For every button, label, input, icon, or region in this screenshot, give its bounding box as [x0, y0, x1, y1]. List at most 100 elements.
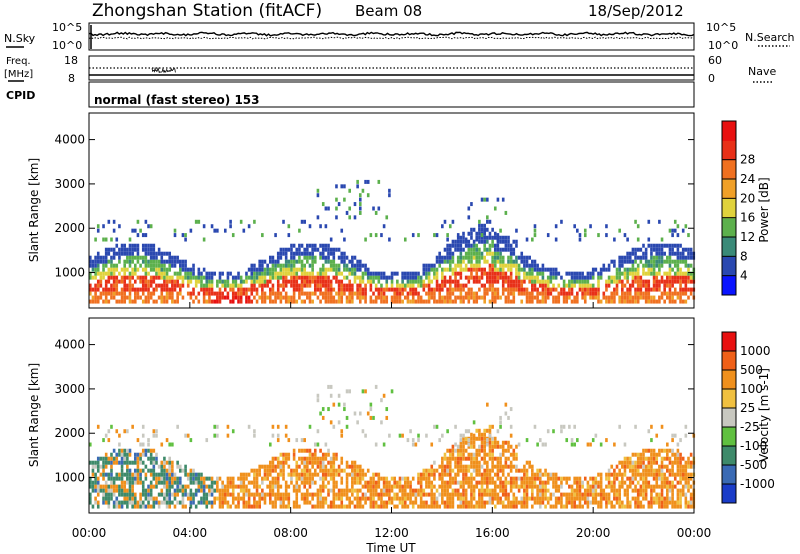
range-cell — [512, 283, 516, 288]
range-cell — [427, 263, 431, 268]
range-cell — [345, 389, 349, 394]
range-cell — [626, 287, 629, 292]
range-cell — [644, 283, 648, 288]
range-cell — [406, 438, 410, 443]
time-x-axis: 00:00 04:00 08:00 12:00 16:00 20:00 00:00 — [72, 302, 711, 540]
range-cell — [189, 480, 193, 485]
range-cell — [652, 255, 656, 260]
range-cell — [282, 275, 285, 280]
range-cell — [160, 468, 164, 473]
range-cell — [300, 263, 304, 268]
range-cell — [144, 287, 148, 292]
range-cell — [308, 484, 312, 489]
range-cell — [613, 468, 616, 473]
range-cell — [610, 488, 614, 493]
range-cell — [689, 279, 693, 284]
nsky-top-tick: 10^5 — [52, 21, 82, 34]
range-cell — [268, 255, 272, 260]
range-cell — [168, 287, 172, 292]
range-cell — [493, 235, 497, 240]
range-cell — [223, 283, 227, 288]
range-cell — [464, 239, 468, 244]
range-cell — [271, 456, 275, 461]
range-cell — [253, 267, 256, 272]
range-cell — [377, 206, 381, 211]
range-cell — [507, 456, 510, 461]
range-cell — [475, 452, 479, 457]
range-cell — [454, 464, 457, 469]
range-cell — [160, 480, 164, 485]
range-cell — [340, 283, 344, 288]
range-cell — [475, 464, 479, 469]
range-cell — [425, 291, 428, 296]
range-cell — [480, 235, 484, 240]
range-cell — [610, 480, 614, 485]
range-cell — [282, 504, 285, 509]
range-cell — [126, 275, 129, 280]
range-cell — [507, 291, 510, 296]
range-cell — [102, 291, 105, 296]
range-cell — [271, 468, 275, 473]
range-cell — [621, 472, 624, 477]
range-cell — [509, 291, 513, 296]
range-cell — [448, 263, 452, 268]
range-cell — [607, 295, 611, 300]
range-cell — [401, 279, 404, 284]
range-cell — [417, 480, 420, 485]
range-cell — [393, 504, 396, 509]
range-cell — [343, 287, 346, 292]
range-cell — [520, 500, 524, 505]
range-cell — [385, 500, 389, 505]
range-cell — [308, 460, 312, 465]
range-cell — [478, 480, 481, 485]
range-cell — [300, 468, 304, 473]
range-cell — [541, 442, 545, 447]
range-cell — [102, 464, 105, 469]
range-cell — [644, 488, 648, 493]
range-cell — [634, 275, 637, 280]
range-cell — [120, 247, 124, 252]
range-cell — [602, 291, 606, 296]
range-cell — [398, 433, 402, 438]
range-cell — [284, 299, 288, 304]
range-cell — [147, 488, 150, 493]
range-cell — [533, 476, 537, 481]
range-cell — [607, 299, 611, 304]
range-cell — [139, 460, 142, 465]
range-cell — [178, 271, 182, 276]
range-cell — [441, 464, 444, 469]
range-cell — [658, 476, 661, 481]
range-cell — [173, 492, 177, 497]
range-cell — [652, 263, 656, 268]
range-cell — [586, 492, 590, 497]
range-cell — [621, 484, 624, 489]
range-cell — [515, 271, 518, 276]
colorbar-tick-label: 12 — [740, 230, 755, 244]
range-cell — [332, 247, 336, 252]
range-cell — [647, 468, 651, 473]
range-cell — [448, 279, 452, 284]
range-cell — [528, 496, 531, 501]
range-cell — [650, 452, 653, 457]
range-cell — [366, 271, 370, 276]
range-cell — [663, 472, 666, 477]
range-cell — [668, 259, 672, 264]
range-cell — [459, 440, 463, 445]
range-cell — [663, 484, 666, 489]
range-cell — [171, 291, 174, 296]
range-cell — [165, 275, 169, 280]
range-cell — [565, 480, 569, 485]
range-cell — [448, 500, 452, 505]
range-cell — [94, 291, 97, 296]
range-cell — [141, 255, 145, 260]
range-cell — [110, 424, 113, 429]
range-cell — [348, 488, 351, 493]
range-cell — [128, 259, 132, 264]
range-cell — [308, 251, 312, 256]
range-cell — [459, 235, 463, 240]
range-cell — [446, 496, 449, 501]
range-cell — [591, 287, 595, 292]
range-cell — [531, 275, 534, 280]
range-cell — [528, 279, 531, 284]
range-cell — [239, 299, 243, 304]
